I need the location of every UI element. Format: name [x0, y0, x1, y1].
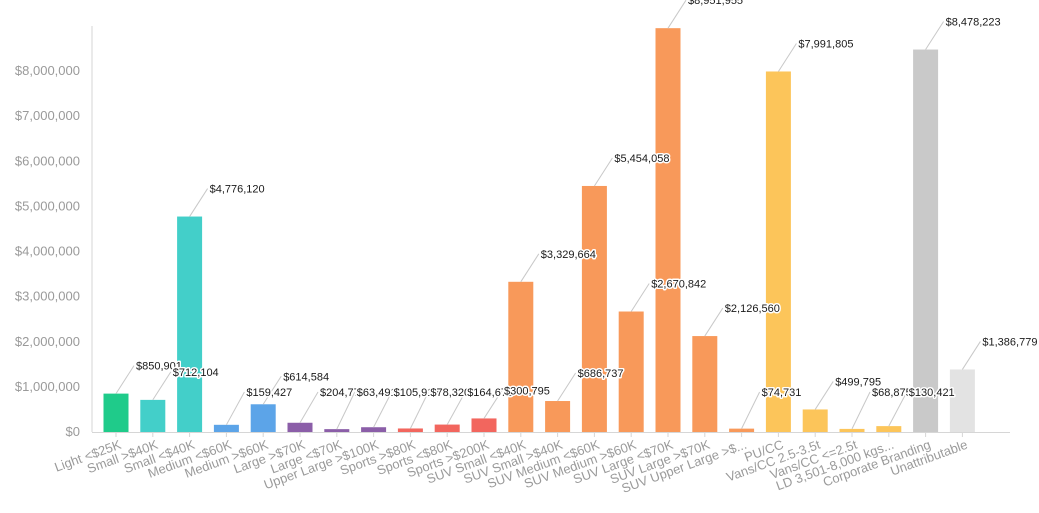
data-label: $164,673 [467, 387, 513, 399]
data-label: $614,584 [283, 371, 329, 383]
y-tick-label: $8,000,000 [15, 63, 80, 78]
bar[interactable] [655, 28, 681, 433]
leader-line [520, 253, 540, 283]
leader-line [593, 157, 613, 187]
leader-line [189, 188, 209, 217]
bar[interactable] [913, 49, 939, 433]
leader-line [777, 43, 797, 72]
leader-line [925, 21, 945, 50]
bar[interactable] [508, 281, 534, 432]
data-label: $130,421 [909, 387, 955, 399]
bar[interactable] [434, 424, 460, 432]
bar[interactable] [765, 71, 791, 432]
data-label: $63,491 [357, 387, 397, 399]
bar[interactable] [250, 404, 276, 432]
bar[interactable] [729, 428, 755, 432]
bar[interactable] [581, 185, 607, 432]
leader-line [373, 391, 393, 428]
bar[interactable] [618, 311, 644, 432]
bar-series [103, 28, 975, 433]
leader-line [961, 341, 981, 370]
bar[interactable] [361, 427, 387, 432]
bar[interactable] [177, 216, 203, 432]
leader-line [851, 391, 871, 430]
data-label: $7,991,805 [798, 38, 853, 50]
y-tick-label: $6,000,000 [15, 153, 80, 168]
bar[interactable] [839, 428, 865, 432]
leader-line [225, 391, 245, 426]
data-label: $78,320 [430, 387, 470, 399]
data-label: $74,731 [762, 387, 802, 399]
bar[interactable] [103, 393, 129, 432]
data-label: $5,454,058 [614, 153, 669, 165]
y-axis: $0 $1,000,000 $2,000,000 $3,000,000 $4,000,0… [15, 26, 93, 439]
data-label: $105,918 [394, 387, 440, 399]
y-tick-label: $4,000,000 [15, 244, 80, 259]
bar[interactable] [397, 428, 423, 432]
leader-line [630, 283, 650, 312]
leader-line [741, 391, 761, 429]
y-tick-label: $0 [66, 424, 80, 439]
leader-line [152, 371, 172, 401]
leader-line [446, 391, 466, 425]
y-tick-label: $5,000,000 [15, 198, 80, 213]
data-label: $712,104 [173, 367, 219, 379]
leader-line [262, 376, 282, 405]
data-label: $204,774 [320, 387, 366, 399]
bar[interactable] [545, 401, 571, 432]
data-label: $2,126,560 [725, 303, 780, 315]
bar[interactable] [287, 422, 313, 432]
leader-line [409, 391, 429, 429]
data-label: $8,951,955 [688, 0, 743, 7]
data-label: $686,737 [578, 368, 624, 380]
data-label: $850,901 [136, 361, 182, 373]
data-labels: $850,901$712,104 $4,776,120 $159,427 $614,5… [135, 0, 1039, 401]
leader-line [115, 365, 135, 394]
bar[interactable] [876, 426, 902, 432]
data-label: $300,795 [504, 385, 550, 397]
y-tick-label: $7,000,000 [15, 108, 80, 123]
data-label: $159,427 [246, 387, 292, 399]
leader-line [704, 307, 724, 337]
data-label: $8,478,223 [946, 17, 1001, 29]
data-label: $1,386,779 [982, 336, 1037, 348]
leader-line [299, 391, 319, 424]
leader-line [667, 0, 687, 29]
data-label: $3,329,664 [541, 249, 596, 261]
leader-line [483, 390, 503, 419]
leader-line [814, 381, 834, 410]
y-tick-label: $3,000,000 [15, 289, 80, 304]
y-tick-label: $2,000,000 [15, 334, 80, 349]
bar[interactable] [213, 424, 239, 432]
bar[interactable] [692, 336, 718, 432]
data-label-leaders [115, 0, 981, 430]
bar[interactable] [949, 369, 975, 432]
bar[interactable] [140, 399, 166, 432]
leader-line [888, 391, 908, 427]
data-label: $4,776,120 [210, 184, 265, 196]
bar[interactable] [324, 429, 350, 432]
leader-line [557, 372, 577, 402]
leader-line [336, 391, 356, 430]
data-label: $2,670,842 [651, 279, 706, 291]
bar[interactable] [802, 409, 828, 432]
bar[interactable] [471, 418, 497, 432]
data-label: $499,795 [835, 376, 881, 388]
data-label: $68,875 [872, 387, 912, 399]
y-tick-label: $1,000,000 [15, 379, 80, 394]
